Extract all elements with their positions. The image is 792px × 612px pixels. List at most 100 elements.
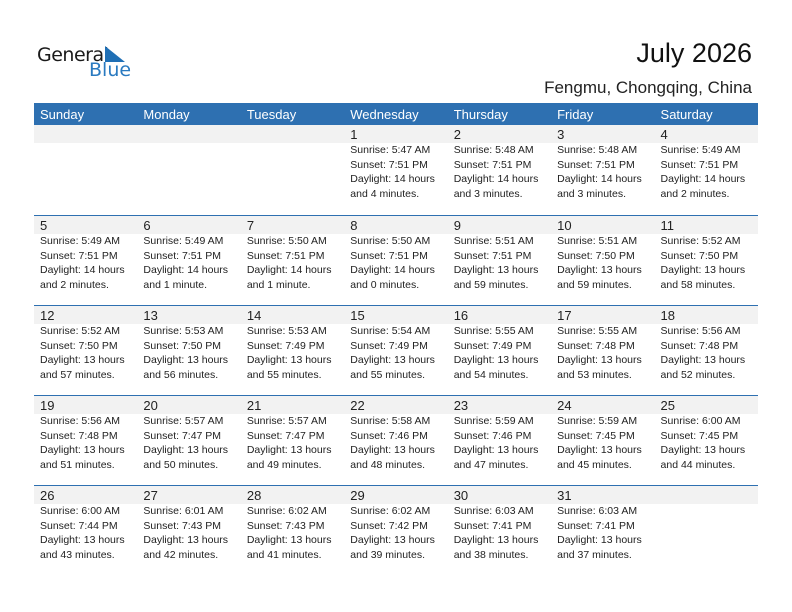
daylight1-text: Daylight: 13 hours bbox=[557, 354, 642, 366]
date-number: 3 bbox=[551, 125, 655, 143]
date-number: 5 bbox=[34, 216, 138, 234]
page-title: July 2026 bbox=[636, 38, 752, 68]
sunrise-text: Sunrise: 5:59 AM bbox=[453, 415, 534, 427]
daylight2-text: and 38 minutes. bbox=[453, 548, 529, 561]
date-number: 26 bbox=[34, 486, 138, 504]
daylight1-text: Daylight: 13 hours bbox=[660, 354, 746, 366]
daylight2-text: and 41 minutes. bbox=[246, 548, 322, 561]
day-cell bbox=[654, 486, 758, 575]
day-cell: 8 Sunrise: 5:50 AM Sunset: 7:51 PM Daylight… bbox=[344, 216, 448, 305]
day-cell bbox=[240, 125, 345, 215]
sunset-text: Sunset: 7:49 PM bbox=[246, 339, 325, 352]
day-cell: 29 Sunrise: 6:02 AM Sunset: 7:42 PM Dayligh… bbox=[344, 486, 448, 575]
logo-triangle-icon bbox=[105, 46, 125, 62]
day-cell: 13 Sunrise: 5:53 AM Sunset: 7:50 PM Dayligh… bbox=[137, 306, 241, 395]
date-number: 4 bbox=[654, 125, 758, 143]
sunset-text: Sunset: 7:50 PM bbox=[557, 249, 635, 262]
week-row: 26 Sunrise: 6:00 AM Sunset: 7:44 PM Dayligh… bbox=[34, 485, 758, 575]
daylight2-text: and 48 minutes. bbox=[350, 458, 425, 471]
date-number: 10 bbox=[551, 216, 655, 234]
date-number: 22 bbox=[344, 396, 448, 414]
day-cell: 28 Sunrise: 6:02 AM Sunset: 7:43 PM Dayligh… bbox=[240, 486, 345, 575]
date-number: 24 bbox=[551, 396, 655, 414]
day-cell: 23 Sunrise: 5:59 AM Sunset: 7:46 PM Dayligh… bbox=[447, 396, 552, 485]
sunrise-text: Sunrise: 5:48 AM bbox=[453, 144, 534, 156]
sunrise-text: Sunrise: 5:53 AM bbox=[143, 325, 224, 337]
date-number: 29 bbox=[344, 486, 448, 504]
sunset-text: Sunset: 7:47 PM bbox=[143, 429, 222, 442]
date-number: 9 bbox=[447, 216, 552, 234]
daylight2-text: and 39 minutes. bbox=[350, 548, 425, 561]
weekday-monday: Monday bbox=[143, 107, 190, 122]
day-cell: 6 Sunrise: 5:49 AM Sunset: 7:51 PM Daylight… bbox=[137, 216, 241, 305]
daylight1-text: Daylight: 13 hours bbox=[557, 444, 642, 456]
date-number bbox=[137, 125, 241, 143]
date-number: 21 bbox=[240, 396, 345, 414]
date-number: 14 bbox=[240, 306, 345, 324]
daylight1-text: Daylight: 13 hours bbox=[350, 534, 435, 546]
daylight1-text: Daylight: 13 hours bbox=[246, 354, 332, 366]
date-number: 31 bbox=[551, 486, 655, 504]
sunrise-text: Sunrise: 5:53 AM bbox=[246, 325, 327, 337]
weekday-wednesday: Wednesday bbox=[350, 107, 419, 122]
daylight1-text: Daylight: 13 hours bbox=[246, 444, 332, 456]
date-number: 19 bbox=[34, 396, 138, 414]
daylight1-text: Daylight: 13 hours bbox=[557, 534, 642, 546]
daylight1-text: Daylight: 13 hours bbox=[453, 354, 539, 366]
sunrise-text: Sunrise: 5:48 AM bbox=[557, 144, 638, 156]
sunset-text: Sunset: 7:41 PM bbox=[557, 519, 635, 532]
daylight1-text: Daylight: 14 hours bbox=[350, 264, 435, 276]
sunrise-text: Sunrise: 5:56 AM bbox=[660, 325, 741, 337]
sunset-text: Sunset: 7:51 PM bbox=[660, 158, 739, 171]
day-cell: 31 Sunrise: 6:03 AM Sunset: 7:41 PM Dayligh… bbox=[551, 486, 655, 575]
sunset-text: Sunset: 7:50 PM bbox=[143, 339, 222, 352]
daylight2-text: and 0 minutes. bbox=[350, 278, 420, 291]
daylight2-text: and 53 minutes. bbox=[557, 368, 632, 381]
daylight1-text: Daylight: 13 hours bbox=[557, 264, 642, 276]
sunrise-text: Sunrise: 6:02 AM bbox=[350, 505, 431, 517]
weekday-friday: Friday bbox=[557, 107, 594, 122]
daylight1-text: Daylight: 13 hours bbox=[453, 444, 539, 456]
date-number bbox=[34, 125, 138, 143]
sunrise-text: Sunrise: 6:01 AM bbox=[143, 505, 224, 517]
week-row: 5 Sunrise: 5:49 AM Sunset: 7:51 PM Daylight… bbox=[34, 215, 758, 305]
sunset-text: Sunset: 7:50 PM bbox=[40, 339, 118, 352]
sunrise-text: Sunrise: 5:57 AM bbox=[143, 415, 224, 427]
daylight1-text: Daylight: 14 hours bbox=[453, 173, 539, 185]
sunset-text: Sunset: 7:51 PM bbox=[40, 249, 118, 262]
daylight2-text: and 55 minutes. bbox=[350, 368, 425, 381]
sunrise-text: Sunrise: 5:49 AM bbox=[660, 144, 741, 156]
date-number: 23 bbox=[447, 396, 552, 414]
day-cell: 16 Sunrise: 5:55 AM Sunset: 7:49 PM Dayligh… bbox=[447, 306, 552, 395]
sunrise-text: Sunrise: 6:02 AM bbox=[246, 505, 327, 517]
sunrise-text: Sunrise: 6:03 AM bbox=[557, 505, 638, 517]
daylight2-text: and 47 minutes. bbox=[453, 458, 529, 471]
day-cell: 3 Sunrise: 5:48 AM Sunset: 7:51 PM Daylight… bbox=[551, 125, 655, 215]
day-cell: 26 Sunrise: 6:00 AM Sunset: 7:44 PM Dayligh… bbox=[34, 486, 138, 575]
sunrise-text: Sunrise: 5:49 AM bbox=[40, 235, 120, 247]
sunset-text: Sunset: 7:45 PM bbox=[557, 429, 635, 442]
day-cell: 18 Sunrise: 5:56 AM Sunset: 7:48 PM Dayligh… bbox=[654, 306, 758, 395]
date-number: 13 bbox=[137, 306, 241, 324]
date-number: 20 bbox=[137, 396, 241, 414]
daylight2-text: and 51 minutes. bbox=[40, 458, 115, 471]
daylight2-text: and 3 minutes. bbox=[557, 187, 626, 200]
daylight2-text: and 59 minutes. bbox=[557, 278, 632, 291]
sunset-text: Sunset: 7:48 PM bbox=[557, 339, 635, 352]
sunset-text: Sunset: 7:47 PM bbox=[246, 429, 325, 442]
sunrise-text: Sunrise: 6:00 AM bbox=[40, 505, 120, 517]
date-number: 15 bbox=[344, 306, 448, 324]
date-number: 1 bbox=[344, 125, 448, 143]
day-cell: 21 Sunrise: 5:57 AM Sunset: 7:47 PM Dayligh… bbox=[240, 396, 345, 485]
day-cell: 9 Sunrise: 5:51 AM Sunset: 7:51 PM Daylight… bbox=[447, 216, 552, 305]
sunset-text: Sunset: 7:51 PM bbox=[350, 249, 428, 262]
date-number: 18 bbox=[654, 306, 758, 324]
daylight2-text: and 43 minutes. bbox=[40, 548, 115, 561]
daylight2-text: and 3 minutes. bbox=[453, 187, 523, 200]
daylight2-text: and 54 minutes. bbox=[453, 368, 529, 381]
date-number: 27 bbox=[137, 486, 241, 504]
sunset-text: Sunset: 7:44 PM bbox=[40, 519, 118, 532]
daylight2-text: and 4 minutes. bbox=[350, 187, 420, 200]
weekday-thursday: Thursday bbox=[453, 107, 508, 122]
week-row: 19 Sunrise: 5:56 AM Sunset: 7:48 PM Dayligh… bbox=[34, 395, 758, 485]
